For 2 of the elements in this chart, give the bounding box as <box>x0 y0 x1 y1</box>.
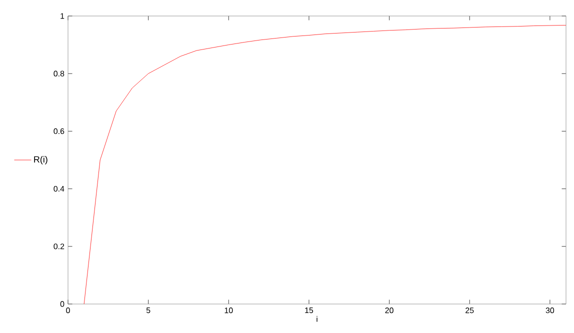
line-series <box>84 25 566 304</box>
legend-label: R(i) <box>34 156 48 164</box>
